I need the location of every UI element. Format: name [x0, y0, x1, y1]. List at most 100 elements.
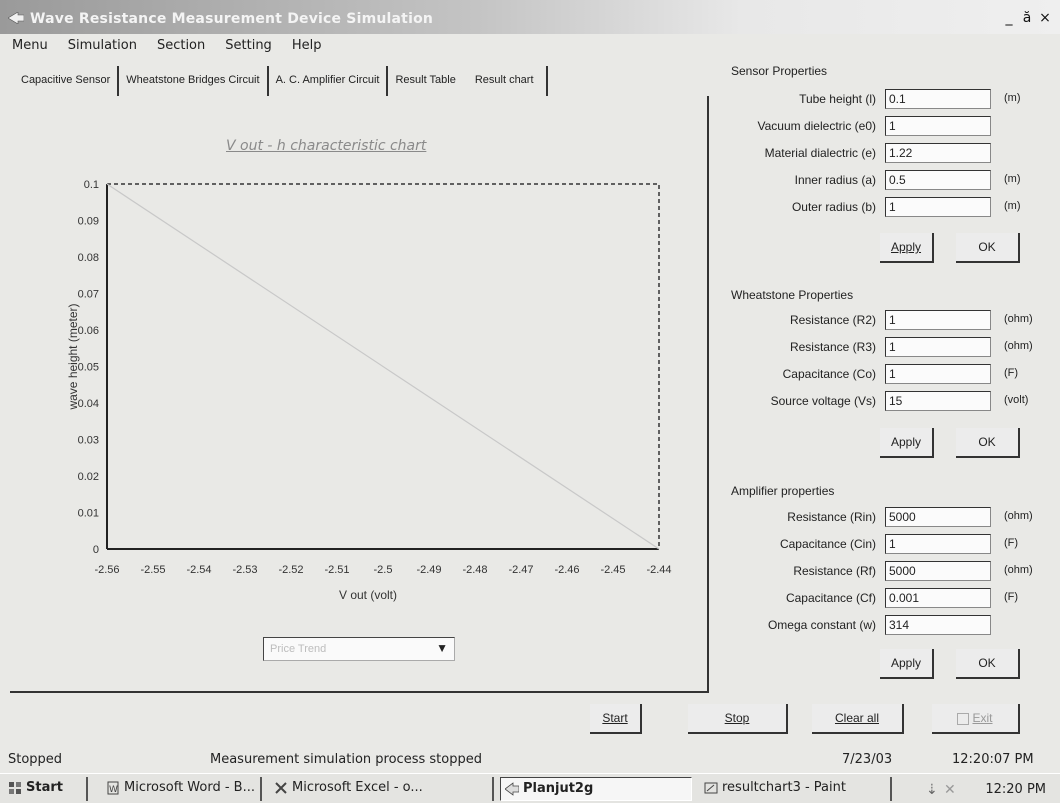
status-time: 12:20:07 PM	[952, 752, 1034, 767]
x-tick-label: -2.47	[508, 564, 533, 576]
wheatstone-row: Resistance (R2) (ohm)	[720, 310, 1050, 332]
close-button[interactable]: ×	[1039, 10, 1051, 26]
y-tick-label: 0.09	[78, 216, 99, 228]
menu-help[interactable]: Help	[291, 38, 322, 53]
sensor-row: Inner radius (a) (m)	[720, 170, 1050, 192]
amplifier-field-input[interactable]	[885, 507, 991, 527]
volume-icon[interactable]: ✕	[944, 781, 956, 797]
amplifier-field-unit: (ohm)	[1004, 564, 1033, 576]
wheatstone-field-unit: (ohm)	[1004, 313, 1033, 325]
start-menu-button[interactable]: Start	[4, 777, 88, 801]
tab-ac-amplifier[interactable]: A. C. Amplifier Circuit	[269, 66, 389, 96]
wheatstone-field-label: Resistance (R2)	[789, 313, 876, 327]
chart-type-dropdown[interactable]: Price Trend ▼	[263, 637, 455, 661]
start-button[interactable]: Start	[590, 704, 642, 734]
sensor-apply-button[interactable]: Apply	[880, 233, 934, 263]
sensor-field-label: Tube height (l)	[799, 92, 876, 106]
x-axis-label: V out (volt)	[339, 588, 397, 602]
x-tick-label: -2.53	[232, 564, 257, 576]
sensor-field-input[interactable]	[885, 89, 991, 109]
taskbar-item-word[interactable]: W Microsoft Word - B...	[102, 777, 262, 801]
menu-section[interactable]: Section	[156, 38, 206, 53]
start-label: Start	[26, 780, 63, 795]
wheatstone-ok-button[interactable]: OK	[956, 428, 1020, 458]
tab-capacitive-sensor[interactable]: Capacitive Sensor	[14, 66, 120, 96]
amplifier-field-input[interactable]	[885, 615, 991, 635]
svg-text:W: W	[109, 785, 118, 795]
taskbar-paint-label: resultchart3 - Paint	[722, 780, 846, 795]
amplifier-field-unit: (F)	[1004, 591, 1019, 603]
chart-type-value: Price Trend	[270, 643, 327, 655]
wheatstone-field-label: Source voltage (Vs)	[770, 394, 876, 408]
sensor-field-input[interactable]	[885, 143, 991, 163]
menu-menu[interactable]: Menu	[12, 38, 48, 53]
amplifier-field-input[interactable]	[885, 588, 991, 608]
clear-all-button[interactable]: Clear all	[812, 704, 904, 734]
sensor-field-unit: (m)	[1004, 173, 1021, 185]
y-tick-label: 0.05	[78, 362, 99, 374]
taskbar-item-excel[interactable]: Microsoft Excel - o...	[270, 777, 494, 801]
chevron-down-icon: ▼	[436, 641, 448, 655]
wheatstone-field-input[interactable]	[885, 364, 991, 384]
wheatstone-field-input[interactable]	[885, 337, 991, 357]
taskbar: Start W Microsoft Word - B... Microsoft …	[0, 773, 1060, 803]
stop-button[interactable]: Stop	[688, 704, 788, 734]
amplifier-field-input[interactable]	[885, 534, 991, 554]
status-date: 7/23/03	[842, 752, 893, 767]
taskbar-excel-label: Microsoft Excel - o...	[292, 780, 423, 795]
wheatstone-properties-title: Wheatstone Properties	[731, 288, 854, 302]
tab-result-table[interactable]: Result Table	[395, 74, 456, 86]
y-tick-label: 0	[93, 544, 99, 556]
status-bar: Stopped Measurement simulation process s…	[0, 748, 1060, 770]
sensor-field-input[interactable]	[885, 197, 991, 217]
exit-button[interactable]: Exit	[932, 704, 1020, 734]
excel-document-icon	[275, 782, 287, 794]
y-axis-label: wave height (meter)	[66, 303, 80, 410]
x-tick-label: -2.49	[416, 564, 441, 576]
x-tick-label: -2.46	[554, 564, 579, 576]
menu-simulation[interactable]: Simulation	[67, 38, 137, 53]
amplifier-field-label: Capacitance (Cin)	[779, 537, 876, 551]
amplifier-row: Capacitance (Cf) (F)	[720, 588, 1050, 610]
sensor-field-label: Material dialectric (e)	[764, 146, 876, 160]
wheatstone-row: Resistance (R3) (ohm)	[720, 337, 1050, 359]
word-document-icon: W	[107, 781, 119, 795]
tab-result-chart[interactable]: Result chart	[463, 66, 548, 96]
wheatstone-field-input[interactable]	[885, 391, 991, 411]
amplifier-apply-button[interactable]: Apply	[880, 649, 934, 679]
x-tick-label: -2.44	[646, 564, 671, 576]
system-tray-icon[interactable]: ⇣	[926, 781, 938, 797]
taskbar-planjut2g-label: Planjut2g	[523, 781, 594, 796]
taskbar-item-paint[interactable]: resultchart3 - Paint	[700, 777, 892, 801]
tab-wheatstone-bridges[interactable]: Wheatstone Bridges Circuit	[119, 66, 269, 96]
status-message: Measurement simulation process stopped	[210, 752, 482, 767]
wheatstone-apply-button[interactable]: Apply	[880, 428, 934, 458]
wheatstone-field-input[interactable]	[885, 310, 991, 330]
amplifier-row: Resistance (Rf) (ohm)	[720, 561, 1050, 583]
taskbar-item-planjut2g[interactable]: Planjut2g	[500, 777, 692, 801]
amplifier-ok-button[interactable]: OK	[956, 649, 1020, 679]
y-tick-label: 0.08	[78, 252, 99, 264]
chart-panel-border-bottom	[10, 691, 709, 693]
sensor-field-input[interactable]	[885, 116, 991, 136]
x-tick-label: -2.51	[324, 564, 349, 576]
sensor-field-unit: (m)	[1004, 92, 1021, 104]
stop-button-label: Stop	[724, 711, 750, 725]
series-line	[106, 183, 660, 550]
wheatstone-field-unit: (ohm)	[1004, 340, 1033, 352]
amplifier-field-input[interactable]	[885, 561, 991, 581]
sensor-apply-label: Apply	[890, 240, 922, 254]
menu-setting[interactable]: Setting	[225, 38, 272, 53]
amplifier-field-label: Resistance (Rf)	[793, 564, 876, 578]
minimize-button[interactable]: _	[1005, 10, 1013, 26]
sensor-field-input[interactable]	[885, 170, 991, 190]
y-tick-label: 0.01	[78, 508, 99, 520]
amplifier-row: Resistance (Rin) (ohm)	[720, 507, 1050, 529]
y-tick-label: 0.1	[84, 179, 99, 191]
restore-button[interactable]: ă	[1022, 10, 1032, 26]
result-chart: 0.1 0.09 0.08 0.07 0.06 0.05 0.04 0.03 0.02 0.01 0…	[66, 179, 672, 602]
windows-logo-icon	[9, 782, 21, 794]
sensor-ok-button[interactable]: OK	[956, 233, 1020, 263]
section-tabs: Capacitive Sensor Wheatstone Bridges Cir…	[14, 66, 548, 96]
exit-button-label: Exit	[972, 711, 993, 725]
